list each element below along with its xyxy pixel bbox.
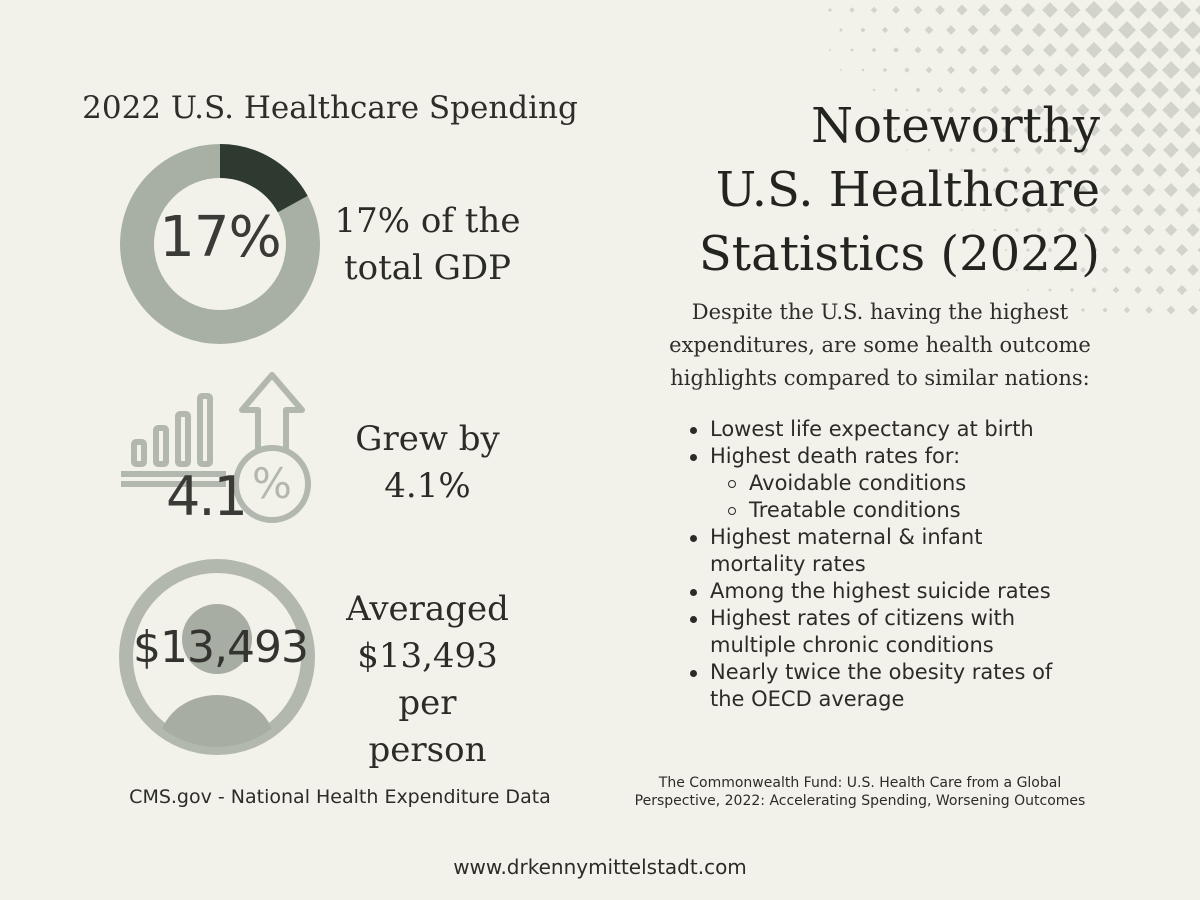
per-person-value: $13,493 — [133, 622, 309, 673]
bullet-text-line: the OECD average — [710, 687, 905, 711]
title-line-3: Statistics (2022) — [698, 226, 1100, 282]
gdp-donut-chart — [120, 144, 320, 344]
outcomes-list: Lowest life expectancy at birth Highest … — [688, 416, 1108, 713]
per-person-line-2: $13,493 per — [357, 636, 498, 723]
decorative-dot-pattern — [827, 1, 1200, 315]
bar-chart-arrow-percent-icon: % — [121, 372, 311, 523]
svg-text:%: % — [252, 459, 292, 508]
list-item: Highest death rates for: Avoidable condi… — [688, 443, 1108, 524]
person-avatar-icon — [119, 559, 315, 755]
death-rates-sublist: Avoidable conditions Treatable condition… — [710, 470, 1108, 524]
list-item: Lowest life expectancy at birth — [688, 416, 1108, 443]
sub-bullet-text: Treatable conditions — [749, 498, 961, 522]
growth-value: 4.1 — [166, 465, 248, 528]
per-person-line-1: Averaged — [346, 589, 509, 629]
bullet-text: Among the highest suicide rates — [710, 579, 1051, 603]
list-item: Highest rates of citizens with multiple … — [688, 605, 1108, 659]
commonwealth-source: The Commonwealth Fund: U.S. Health Care … — [610, 774, 1110, 810]
sub-bullet-text: Avoidable conditions — [749, 471, 967, 495]
intro-line-3: highlights compared to similar nations: — [670, 366, 1090, 390]
donut-highlight-segment — [219, 144, 308, 213]
list-item: Nearly twice the obesity rates of the OE… — [688, 659, 1108, 713]
cms-source: CMS.gov - National Health Expenditure Da… — [129, 786, 551, 808]
gdp-line-1: 17% of the — [334, 201, 521, 241]
website-url: www.drkennymittelstadt.com — [453, 855, 747, 879]
growth-line-1: Grew by — [355, 419, 500, 459]
per-person-line-3: person — [368, 730, 487, 770]
bullet-text-line: Highest maternal & infant — [710, 525, 983, 549]
main-title: Noteworthy U.S. Healthcare Statistics (2… — [580, 94, 1100, 286]
growth-line-2: 4.1% — [384, 466, 471, 506]
growth-stat-text: Grew by 4.1% — [340, 416, 515, 510]
sublist-item: Treatable conditions — [710, 497, 1108, 524]
bullet-text-line: mortality rates — [710, 552, 866, 576]
gdp-line-2: total GDP — [343, 248, 512, 288]
title-line-2: U.S. Healthcare — [715, 162, 1100, 218]
gdp-stat-text: 17% of the total GDP — [330, 198, 525, 292]
list-item: Highest maternal & infant mortality rate… — [688, 524, 1108, 578]
bullet-text: Lowest life expectancy at birth — [710, 417, 1034, 441]
gdp-percent-value: 17% — [159, 205, 281, 270]
bullet-text-line: multiple chronic conditions — [710, 633, 994, 657]
intro-line-1: Despite the U.S. having the highest — [691, 300, 1069, 324]
title-line-1: Noteworthy — [811, 98, 1100, 154]
bullet-text-line: Nearly twice the obesity rates of — [710, 660, 1053, 684]
source-line-1: The Commonwealth Fund: U.S. Health Care … — [658, 775, 1062, 791]
spending-title: 2022 U.S. Healthcare Spending — [82, 90, 578, 126]
list-item: Among the highest suicide rates — [688, 578, 1108, 605]
source-line-2: Perspective, 2022: Accelerating Spending… — [634, 793, 1086, 809]
bullet-text: Highest death rates for: — [710, 444, 961, 468]
per-person-stat-text: Averaged $13,493 per person — [330, 586, 525, 774]
intro-line-2: expenditures, are some health outcome — [669, 333, 1091, 357]
intro-paragraph: Despite the U.S. having the highest expe… — [640, 296, 1120, 395]
bullet-text-line: Highest rates of citizens with — [710, 606, 1016, 630]
sublist-item: Avoidable conditions — [710, 470, 1108, 497]
